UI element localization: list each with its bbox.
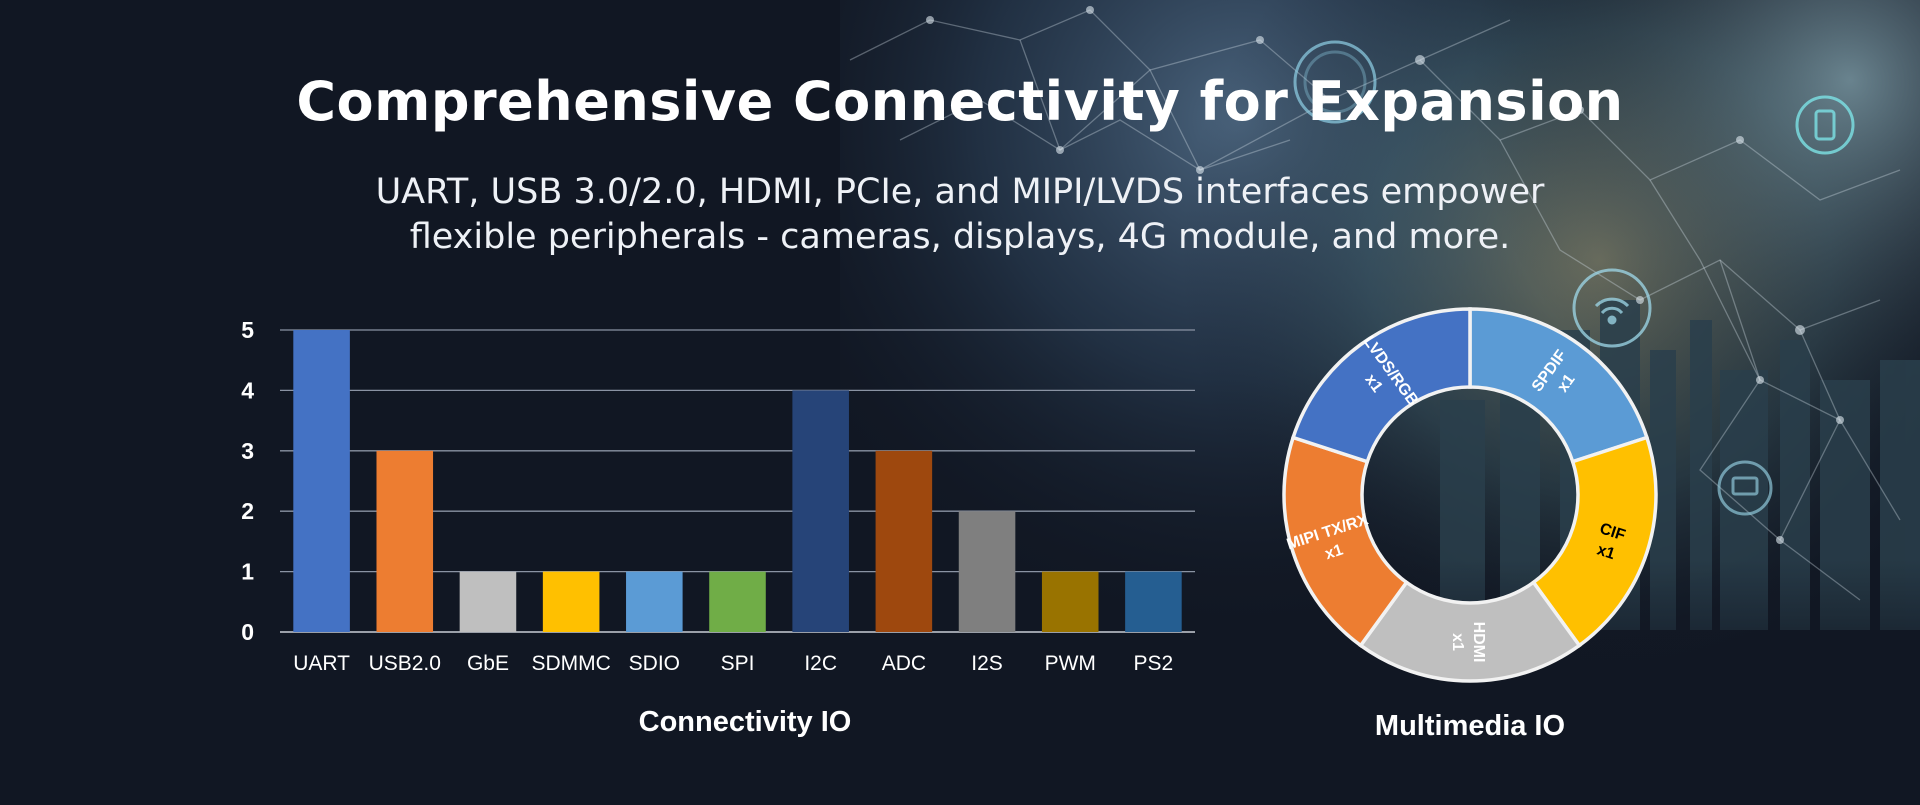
bar-spi — [709, 571, 766, 632]
x-tick-label: USB2.0 — [369, 652, 441, 675]
donut-slice-spdif — [1468, 307, 1650, 464]
donut-slice-label: HDMI — [1470, 622, 1487, 663]
bar-uart — [293, 330, 350, 632]
bar-i2c — [792, 390, 849, 632]
wifi-icon — [1572, 268, 1652, 348]
cloud-icon — [1293, 40, 1377, 124]
x-tick-label: UART — [293, 652, 350, 675]
y-tick-label: 3 — [241, 438, 254, 464]
bar-ps2 — [1125, 571, 1182, 632]
donut-slice-count: x1 — [1595, 541, 1617, 563]
x-tick-label: ADC — [882, 652, 926, 675]
x-tick-label: I2S — [971, 652, 1003, 675]
y-tick-label: 2 — [241, 498, 254, 524]
x-tick-label: SDIO — [629, 652, 680, 675]
donut-slice-hdmi — [1358, 579, 1582, 683]
bar-sdio — [626, 571, 683, 632]
connectivity-bar-chart: 0 1 2 3 4 5 UART USB2.0 GbE SDMMC SDIO SPI I2C ADC I2S… — [241, 317, 1195, 675]
donut-slice-cif — [1531, 435, 1658, 648]
y-tick-label: 1 — [241, 559, 254, 585]
subtitle-line-1: UART, USB 3.0/2.0, HDMI, PCIe, and MIPI/… — [375, 172, 1545, 212]
bar-sdmmc — [542, 571, 600, 632]
donut-slice-lvds-rgb — [1290, 307, 1472, 464]
bar-adc — [875, 450, 933, 632]
x-tick-label: SPI — [721, 652, 755, 675]
subtitle-line-2: flexible peripherals - cameras, displays… — [409, 217, 1511, 257]
monitor-icon — [1717, 460, 1773, 516]
x-tick-label: SDMMC — [531, 652, 610, 675]
donut-slice-count: x1 — [1449, 633, 1466, 651]
donut-slice-mipi-tx-rx — [1282, 435, 1409, 648]
bar-usb2-0 — [376, 450, 434, 632]
x-tick-label: GbE — [467, 652, 509, 675]
phone-icon — [1795, 95, 1855, 155]
x-tick-label: PWM — [1045, 652, 1096, 675]
y-tick-label: 4 — [241, 377, 254, 403]
page-title: Comprehensive Connectivity for Expansion — [296, 70, 1624, 133]
bar-chart-title: Connectivity IO — [638, 706, 852, 738]
donut-slice-count: x1 — [1323, 541, 1345, 563]
x-tick-label: PS2 — [1134, 652, 1174, 675]
donut-chart-title: Multimedia IO — [1374, 710, 1566, 742]
bar-i2s — [958, 511, 1016, 632]
page-subtitle: UART, USB 3.0/2.0, HDMI, PCIe, and MIPI/… — [300, 170, 1620, 260]
y-tick-label: 0 — [241, 619, 254, 645]
bar-gbe — [459, 571, 517, 632]
bar-pwm — [1041, 571, 1099, 632]
y-tick-label: 5 — [241, 317, 254, 343]
x-tick-label: I2C — [804, 652, 837, 675]
